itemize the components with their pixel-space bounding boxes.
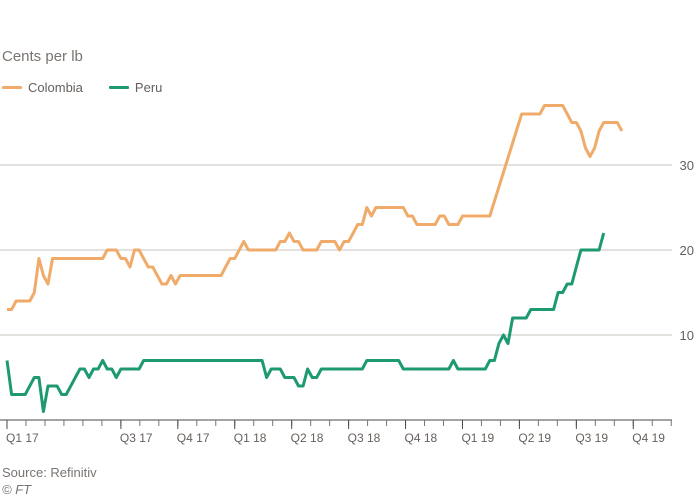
- legend-swatch-peru: [108, 86, 129, 89]
- source-note: Source: Refinitiv: [2, 465, 97, 480]
- legend-item-peru: Peru: [108, 80, 163, 95]
- x-tick-label: Q4 18: [405, 431, 438, 445]
- y-tick-label-10: 10: [680, 328, 694, 343]
- y-axis-unit-label: Cents per lb: [2, 48, 83, 65]
- legend-label-colombia: Colombia: [28, 80, 83, 95]
- series-line-colombia: [7, 104, 624, 311]
- x-tick-label: Q4 17: [177, 431, 210, 445]
- x-tick-label: Q3 19: [575, 431, 608, 445]
- x-tick-label: Q2 18: [291, 431, 324, 445]
- y-tick-label-20: 20: [680, 243, 694, 258]
- legend-item-colombia: Colombia: [2, 80, 83, 95]
- x-tick-label: Q2 19: [518, 431, 551, 445]
- line-chart: 10 20 30 Q1 17 Q3 17 Q4 17 Q1 18 Q2 18 Q3 18 Q4 1…: [0, 104, 694, 445]
- x-tick-label: Q1 17: [6, 431, 39, 445]
- x-tick-label: Q1 19: [461, 431, 494, 445]
- y-tick-label-30: 30: [680, 158, 694, 173]
- x-tick-label: Q3 18: [348, 431, 381, 445]
- x-tick-label: Q3 17: [120, 431, 153, 445]
- copyright-credit: © FT: [2, 482, 32, 497]
- legend-label-peru: Peru: [134, 80, 163, 95]
- series-line-peru: [5, 232, 606, 413]
- x-tick-label: Q4 19: [632, 431, 665, 445]
- x-tick-label: Q1 18: [234, 431, 267, 445]
- legend-swatch-colombia: [2, 86, 22, 89]
- legend: Colombia Peru: [2, 80, 188, 95]
